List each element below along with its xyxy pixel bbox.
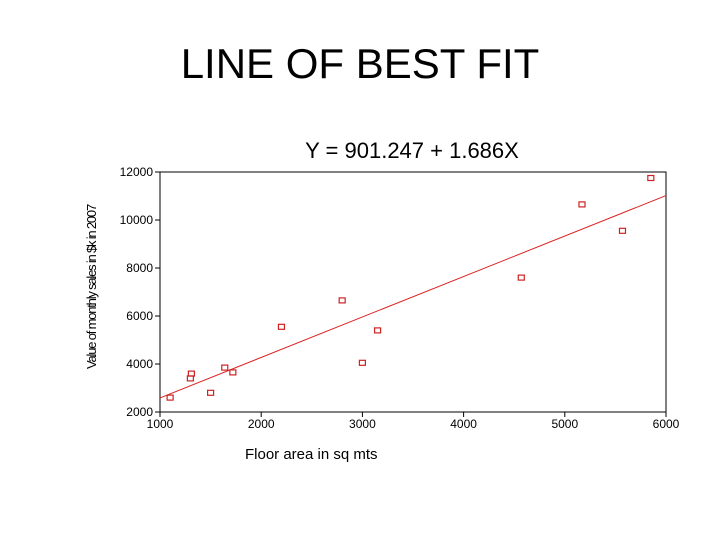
y-tick-label: 12000: [120, 165, 154, 179]
data-point: [338, 297, 346, 304]
data-point: [187, 370, 195, 377]
data-point: [166, 394, 174, 401]
data-point: [277, 323, 286, 330]
x-axis-label: Floor area in sq mts: [245, 446, 378, 463]
plot-frame: [159, 171, 667, 413]
x-tick-label: 6000: [653, 417, 680, 431]
y-tick-label: 6000: [126, 309, 153, 323]
chart-equation: Y = 901.247 + 1.686X: [305, 138, 519, 163]
y-tick-label: 2000: [126, 405, 153, 419]
slide-title: LINE OF BEST FIT: [180, 40, 540, 87]
x-tick-label: 3000: [349, 417, 376, 431]
data-point: [358, 359, 366, 366]
x-tick-label: 2000: [248, 417, 275, 431]
data-point: [229, 369, 237, 376]
fit-line: [159, 195, 667, 399]
data-point: [373, 327, 382, 334]
data-point: [221, 364, 229, 371]
x-tick-label: 5000: [551, 417, 578, 431]
data-point: [578, 201, 586, 208]
data-point: [618, 227, 627, 234]
x-tick-label: 1000: [147, 417, 174, 431]
y-tick-label: 8000: [126, 261, 153, 275]
data-point: [207, 389, 215, 396]
y-tick-label: 10000: [120, 213, 154, 227]
data-point: [647, 174, 655, 182]
x-tick-label: 4000: [450, 417, 477, 431]
data-point: [517, 274, 525, 281]
plot-area: 1000 2000 3000 4000 5000 60002000400060008000…: [120, 165, 680, 431]
y-axis-label: Value of monthly sales in $k in 2007: [84, 204, 99, 369]
y-tick-label: 4000: [126, 357, 153, 371]
